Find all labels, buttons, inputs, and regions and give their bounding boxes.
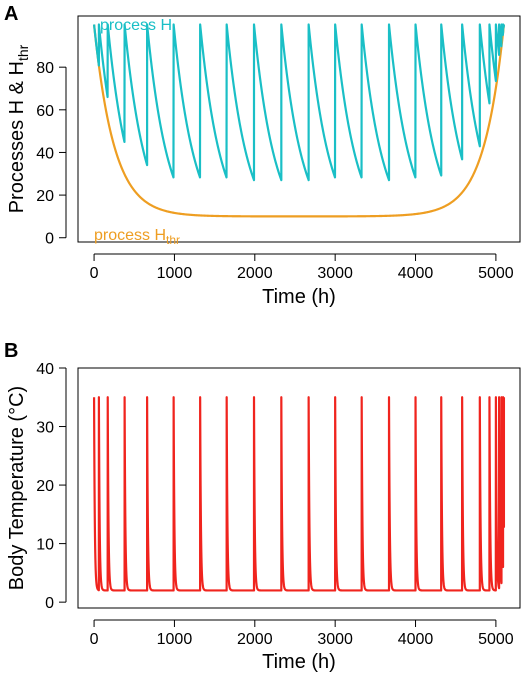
- panel-a-y-tick-label: 20: [36, 188, 54, 205]
- panel-b-x-tick-label: 4000: [398, 631, 434, 648]
- panel-a-series: [92, 23, 506, 218]
- panel-a-y-tick-label: 0: [45, 231, 54, 248]
- panel-a-x-tick-label: 0: [90, 265, 99, 282]
- panel-b-y-tick-label: 40: [36, 361, 54, 378]
- series-body-temperature: [92, 396, 506, 592]
- panel-b-x-tick-label: 0: [90, 631, 99, 648]
- panel-b-x-axis-title: Time (h): [262, 651, 336, 673]
- panel-a-x-tick-label: 3000: [317, 265, 353, 282]
- panel-b-series: [92, 396, 506, 592]
- legend-process-h: process H: [100, 17, 172, 34]
- panel-b-y-tick-label: 0: [45, 595, 54, 612]
- panel-a-y-tick-label: 40: [36, 145, 54, 162]
- panel-b-y-axis-title: Body Temperature (°C): [6, 386, 28, 590]
- panel-a-y-axis-title-sub: thr: [15, 44, 31, 61]
- panel-b-y-tick-label: 30: [36, 420, 54, 437]
- panel-a-y-axis-title-main: Processes H & H: [6, 61, 28, 213]
- series-process-hthr: [92, 24, 506, 218]
- panel-b-y-axis: 0 10 20 30 40: [36, 361, 67, 612]
- panel-a-x-tick-label: 4000: [398, 265, 434, 282]
- panel-a-x-tick-label: 5000: [478, 265, 514, 282]
- legend-process-hthr-text: process H: [94, 227, 166, 244]
- legend-process-hthr-sub: thr: [166, 233, 180, 247]
- panel-a-x-tick-label: 2000: [237, 265, 273, 282]
- panel-a-x-tick-label: 1000: [157, 265, 193, 282]
- legend-process-hthr: process Hthr: [94, 227, 180, 247]
- panel-a-x-axis: 0 1000 2000 3000 4000 5000: [90, 253, 514, 282]
- panel-a-y-tick-label: 60: [36, 103, 54, 120]
- legend-process-h-text: process H: [100, 17, 172, 34]
- panel-b-x-tick-label: 1000: [157, 631, 193, 648]
- panel-a-y-axis: 0 20 40 60 80: [36, 60, 67, 248]
- panel-a-plot-frame: [77, 15, 521, 243]
- panel-b-label: B: [4, 340, 18, 362]
- panel-a: A 0 1000 2000 3000 4000 5000 0 20 40 60 80 Time (…: [4, 3, 521, 308]
- panel-b-x-tick-label: 5000: [478, 631, 514, 648]
- panel-b-x-tick-label: 2000: [237, 631, 273, 648]
- series-process-h: [92, 23, 506, 182]
- panel-b-y-tick-label: 10: [36, 537, 54, 554]
- panel-b-y-tick-label: 20: [36, 478, 54, 495]
- panel-a-label: A: [4, 3, 18, 25]
- panel-b: B 0 1000 2000 3000 4000 5000 0 10 20 30 40 Time (…: [4, 340, 521, 673]
- panel-a-x-axis-title: Time (h): [262, 286, 336, 308]
- panel-b-x-tick-label: 3000: [317, 631, 353, 648]
- panel-b-x-axis: 0 1000 2000 3000 4000 5000: [90, 619, 514, 648]
- panel-a-y-tick-label: 80: [36, 60, 54, 77]
- panel-b-plot-frame: [77, 367, 521, 609]
- panel-a-y-axis-title: Processes H & Hthr: [6, 44, 31, 213]
